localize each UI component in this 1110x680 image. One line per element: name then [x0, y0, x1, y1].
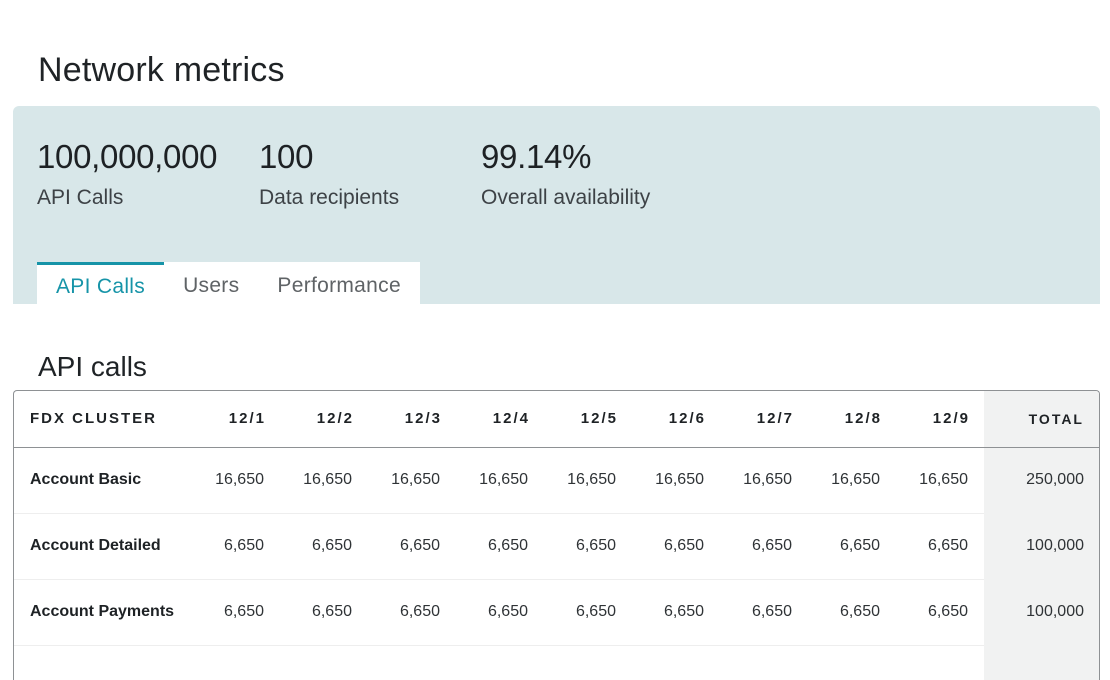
- table-cell: 6,650: [544, 579, 632, 646]
- column-header-date[interactable]: 12/3: [368, 391, 456, 448]
- table-cell: 6,650: [456, 513, 544, 580]
- total-cell: 250,000: [984, 447, 1099, 513]
- metrics-panel: 100,000,000 API Calls 100 Data recipient…: [13, 106, 1100, 304]
- section-title: API calls: [38, 351, 147, 383]
- table-cell: 6,650: [632, 579, 720, 646]
- table-cell: 6,650: [368, 579, 456, 646]
- table-cell: 16,650: [720, 447, 808, 514]
- table-cell: 6,650: [192, 513, 280, 580]
- column-header-total[interactable]: TOTAL: [984, 391, 1099, 448]
- metric-label: API Calls: [37, 186, 124, 209]
- row-label: [14, 645, 192, 680]
- table-cell: [192, 645, 280, 680]
- table-row: [14, 645, 1099, 680]
- tab-performance[interactable]: Performance: [277, 274, 401, 297]
- column-header-date[interactable]: 12/6: [632, 391, 720, 448]
- table-cell: 16,650: [896, 447, 984, 514]
- column-header-date[interactable]: 12/5: [544, 391, 632, 448]
- metric-value: 100,000,000: [37, 138, 218, 175]
- table-cell: 6,650: [896, 513, 984, 580]
- table-cell: 16,650: [280, 447, 368, 514]
- table-cell: 6,650: [192, 579, 280, 646]
- table-cell: 16,650: [632, 447, 720, 514]
- table-cell: 6,650: [808, 579, 896, 646]
- metric-data-recipients: 100 Data recipients: [259, 140, 399, 210]
- table-cell: 6,650: [896, 579, 984, 646]
- row-label: Account Payments: [14, 579, 192, 646]
- table-cell: [368, 645, 456, 680]
- table-cell: 6,650: [632, 513, 720, 580]
- table-cell: 16,650: [544, 447, 632, 514]
- column-header-date[interactable]: 12/9: [896, 391, 984, 448]
- table-cell: 6,650: [368, 513, 456, 580]
- tab-users[interactable]: Users: [183, 274, 240, 297]
- total-cell: 100,000: [984, 579, 1099, 645]
- table-cell: 6,650: [720, 579, 808, 646]
- total-cell: 100,000: [984, 513, 1099, 579]
- table-cell: 6,650: [280, 513, 368, 580]
- page-title: Network metrics: [38, 50, 285, 89]
- table-cell: 6,650: [280, 579, 368, 646]
- column-header-date[interactable]: 12/1: [192, 391, 280, 448]
- table-cell: 6,650: [808, 513, 896, 580]
- table-cell: [544, 645, 632, 680]
- tab-api-calls[interactable]: API Calls: [37, 262, 165, 304]
- table-cell: 16,650: [368, 447, 456, 514]
- table-row: Account Detailed 6,650 6,650 6,650 6,650…: [14, 513, 1099, 580]
- metric-api-calls: 100,000,000 API Calls: [37, 138, 218, 210]
- table-cell: 6,650: [544, 513, 632, 580]
- table-cell: [720, 645, 808, 680]
- table-cell: [896, 645, 984, 680]
- table-header-row: FDX CLUSTER 12/1 12/2 12/3 12/4 12/5 12/…: [14, 391, 1099, 448]
- table-cell: 6,650: [720, 513, 808, 580]
- row-label: Account Detailed: [14, 513, 192, 580]
- table-cell: 16,650: [808, 447, 896, 514]
- table-cell: 16,650: [192, 447, 280, 514]
- column-header-date[interactable]: 12/7: [720, 391, 808, 448]
- table-row: Account Payments 6,650 6,650 6,650 6,650…: [14, 579, 1099, 646]
- table-row: Account Basic 16,650 16,650 16,650 16,65…: [14, 447, 1099, 514]
- metric-overall-availability: 99.14% Overall availability: [481, 140, 650, 210]
- table-cell: [456, 645, 544, 680]
- column-header-fdx-cluster[interactable]: FDX CLUSTER: [14, 391, 192, 448]
- table-cell: 6,650: [456, 579, 544, 646]
- tab-bar: API Calls Users Performance: [37, 262, 420, 304]
- table-cell: 16,650: [456, 447, 544, 514]
- table-cell: [808, 645, 896, 680]
- total-cell: [984, 645, 1099, 680]
- table-cell: [280, 645, 368, 680]
- metric-label: Data recipients: [259, 186, 400, 209]
- column-header-date[interactable]: 12/8: [808, 391, 896, 448]
- column-header-date[interactable]: 12/4: [456, 391, 544, 448]
- metric-value: 99.14%: [481, 138, 592, 175]
- metric-label: Overall availability: [481, 186, 651, 209]
- api-calls-table: FDX CLUSTER 12/1 12/2 12/3 12/4 12/5 12/…: [13, 390, 1100, 680]
- column-header-date[interactable]: 12/2: [280, 391, 368, 448]
- table-cell: [632, 645, 720, 680]
- row-label: Account Basic: [14, 447, 192, 514]
- metric-value: 100: [259, 138, 314, 175]
